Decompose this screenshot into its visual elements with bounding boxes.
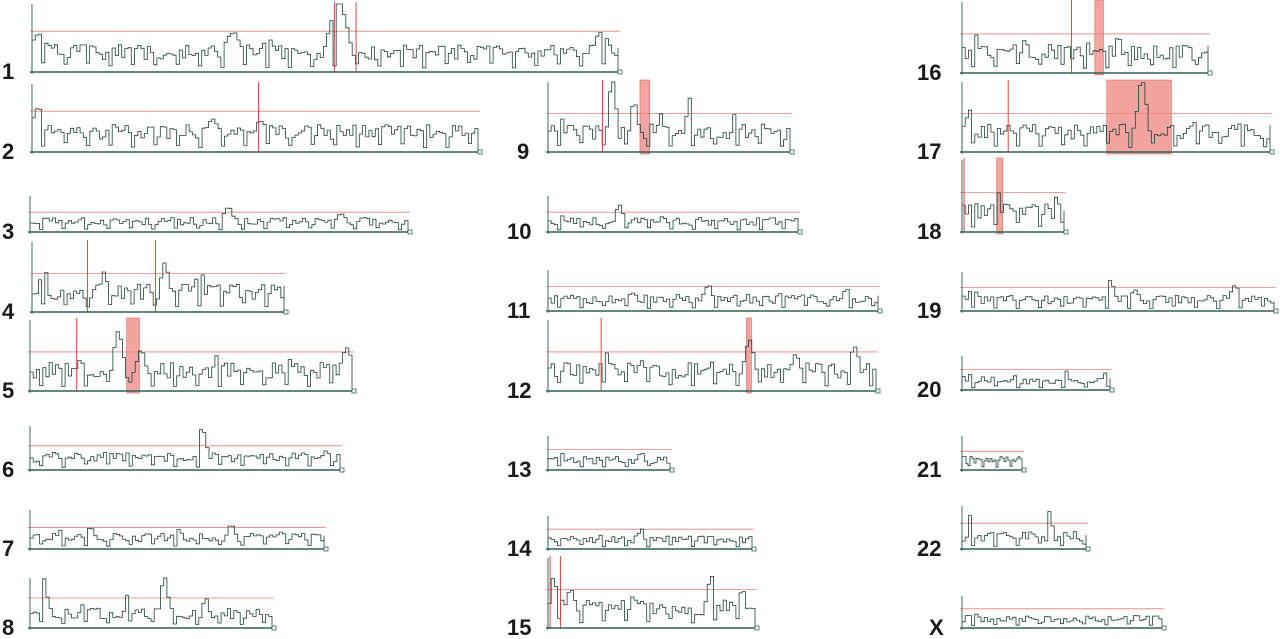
signal-trace [961,511,1087,549]
end-tick [351,388,357,394]
signal-trace [29,207,409,232]
chromosome-label: 7 [2,536,14,561]
chromosome-label: 20 [917,377,941,402]
end-tick [271,625,277,631]
highlight-region [996,157,1004,235]
chromosome-panel-9: 9 [517,79,795,164]
chromosome-label: 3 [2,219,14,244]
highlight-region [746,317,752,394]
signal-trace [961,370,1111,390]
signal-trace [547,339,877,391]
end-tick [283,309,289,315]
chromosome-panel-4: 4 [2,240,289,324]
chromosome-panel-3: 3 [2,196,413,244]
chromosome-panel-20: 20 [917,356,1115,402]
chromosome-panel-8: 8 [2,577,277,639]
chromosome-panel-12: 12 [507,317,881,403]
chromosome-label: 9 [517,139,529,164]
chromosome-panel-17: 17 [917,79,1275,164]
signal-trace [547,81,791,152]
end-tick [339,467,345,473]
chromosome-panel-18: 18 [917,157,1069,244]
chromosome-panel-2: 2 [2,82,483,164]
signal-trace [31,262,285,312]
signal-trace [961,192,1065,232]
chromosome-label: 8 [2,615,14,639]
chromosome-panel-22: 22 [917,506,1091,561]
signal-trace [961,82,1271,152]
end-tick [751,546,757,552]
chromosome-label: 11 [507,298,530,323]
chromosome-panel-21: 21 [917,436,1027,482]
end-tick [1273,308,1279,314]
chromosome-panel-13: 13 [507,436,675,482]
end-tick [754,625,760,631]
chromosome-panel-6: 6 [2,426,345,482]
signal-trace [31,108,479,152]
chromosome-panel-16: 16 [917,0,1213,85]
signal-trace [29,429,341,470]
signal-trace [547,204,799,232]
chromosome-label: 19 [917,298,941,323]
signal-trace [547,576,756,628]
chromosome-panel-15: 15 [507,556,760,639]
chromosome-label: 13 [507,457,531,482]
chromosome-label: 10 [507,219,531,244]
chromosome-label: 1 [2,59,14,84]
signal-trace [31,3,619,72]
chromosome-label: 6 [2,457,14,482]
end-tick [797,229,803,235]
chromosome-panel-10: 10 [507,196,803,244]
signal-trace [29,525,325,549]
end-tick [789,149,795,155]
signal-trace [961,613,1163,628]
chromosome-panel-X: X [929,596,1167,639]
chromosome-label: 12 [507,378,531,403]
highlight-region [1094,0,1104,76]
chromosome-panel-7: 7 [2,510,329,561]
end-tick [877,308,883,314]
end-tick [323,546,329,552]
signal-trace [29,331,353,391]
end-tick [1161,625,1167,631]
highlight-region [126,317,140,394]
chromosome-label: 18 [917,219,941,244]
chromosome-label: 14 [507,536,532,561]
end-tick [1207,70,1213,76]
end-tick [1063,229,1069,235]
chromosome-label: X [929,615,944,639]
chromosome-label: 17 [917,139,941,164]
chromosome-panel-11: 11 [507,270,883,323]
end-tick [407,229,413,235]
signal-trace [29,577,273,628]
signal-trace [961,34,1209,73]
signal-trace [547,285,879,311]
chromosome-panel-14: 14 [507,516,757,561]
chromosome-label: 15 [507,615,531,639]
chromosome-panel-1: 1 [2,2,623,84]
end-tick [669,467,675,473]
chromosome-panel-5: 5 [2,317,357,403]
chromosome-label: 5 [2,378,14,403]
end-tick [1109,387,1115,393]
end-tick [1021,467,1027,473]
end-tick [617,69,623,75]
chromosome-label: 4 [2,299,15,324]
signal-trace [547,453,671,470]
end-tick [1269,149,1275,155]
highlight-region [1106,79,1172,155]
end-tick [875,388,881,394]
end-tick [1085,546,1091,552]
signal-trace [547,528,753,549]
chromosome-label: 16 [917,60,941,85]
highlight-region [639,79,650,155]
end-tick [477,149,483,155]
chromosome-label: 22 [917,536,941,561]
chromosome-label: 2 [2,139,14,164]
chromosome-label: 21 [917,457,941,482]
signal-trace [961,456,1023,470]
chromosome-panel-19: 19 [917,272,1279,323]
signal-trace [961,280,1275,311]
